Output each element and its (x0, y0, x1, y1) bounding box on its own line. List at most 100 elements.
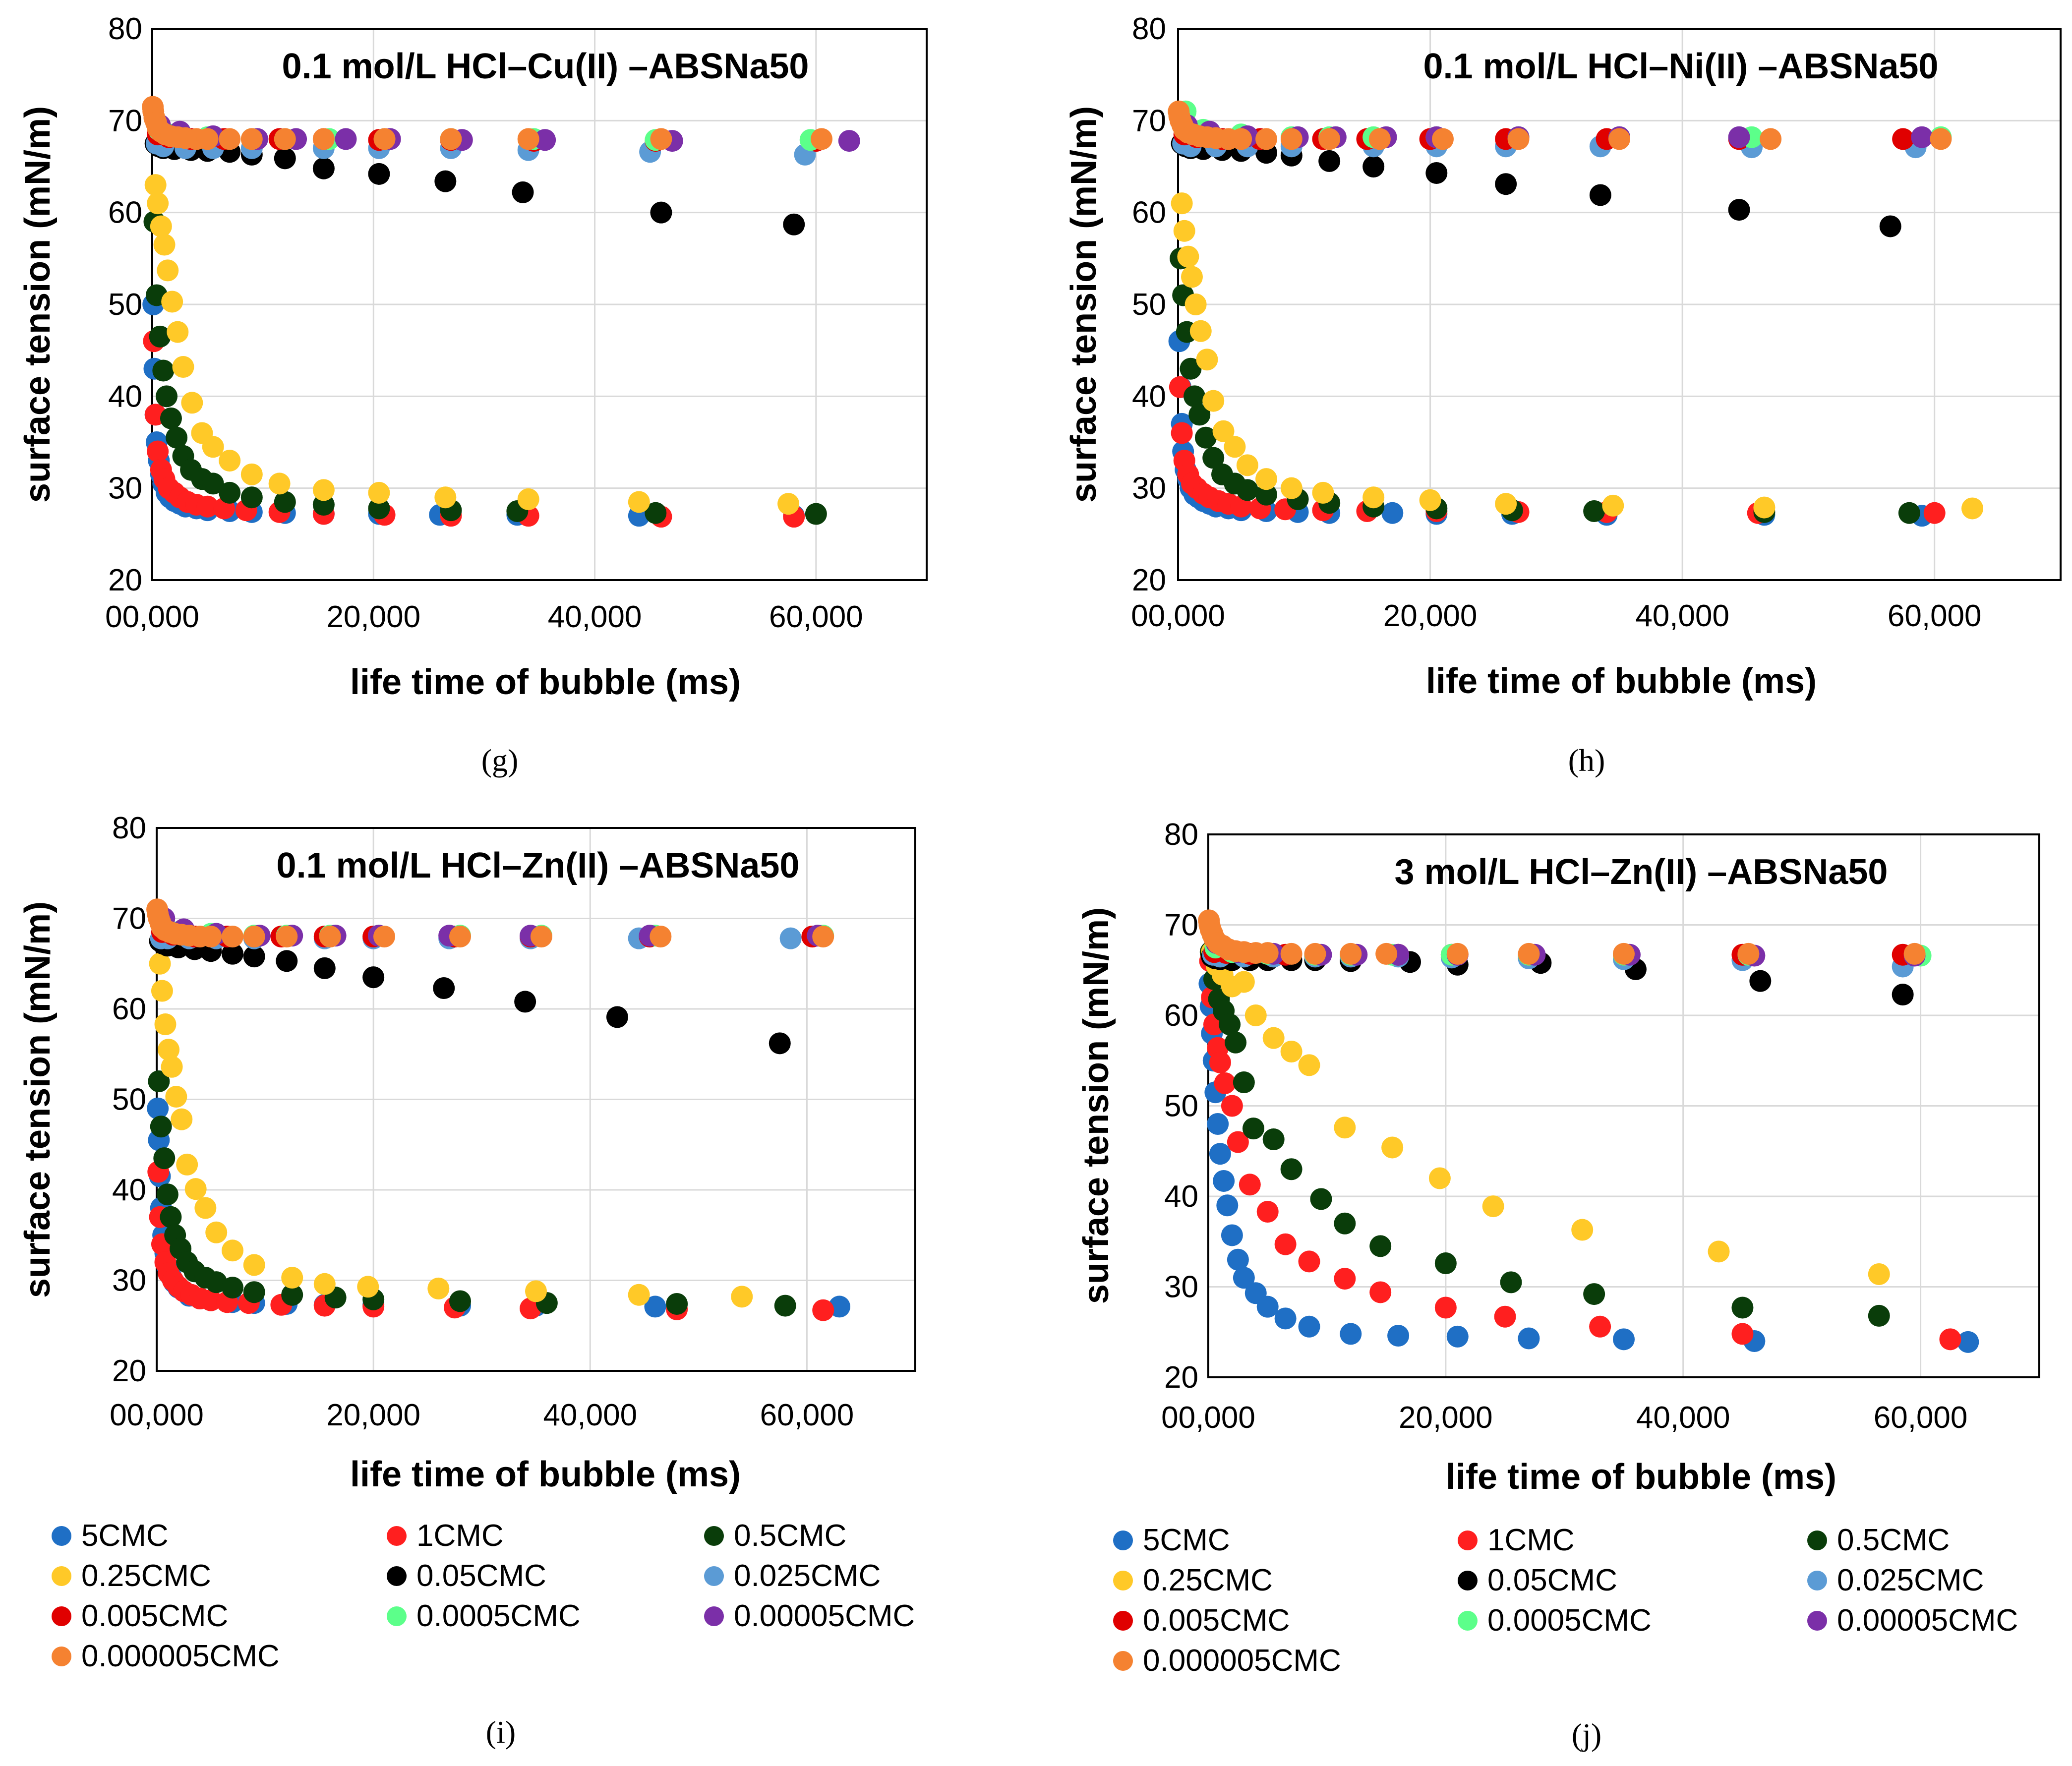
point-j-0-000005cmc (1518, 942, 1540, 965)
point-j-0-000005cmc (1737, 942, 1760, 965)
point-i-0-25cmc (165, 1086, 187, 1108)
legend-left-label-0-000005cmc: 0.000005CMC (81, 1639, 280, 1673)
point-j-5cmc (1213, 1170, 1235, 1192)
point-j-1cmc (1209, 1051, 1231, 1073)
plot-j-xtick-label: 60,000 (1874, 1401, 1968, 1435)
point-h-5cmc (1381, 502, 1404, 524)
point-g-0-000005cmc (811, 128, 833, 150)
point-g-0-5cmc (805, 503, 827, 525)
plot-j-points (1198, 909, 1979, 1353)
point-g-0-000005cmc (373, 128, 396, 150)
point-g-0-25cmc (172, 356, 194, 378)
legend-left-marker-0-00005cmc (704, 1606, 724, 1626)
plot-g-xtick-label: 40,000 (548, 600, 642, 634)
plot-g-xtick-label: 20,000 (326, 600, 420, 634)
point-g-0-05cmc (368, 163, 390, 185)
point-g-0-00005cmc (838, 130, 860, 152)
point-j-1cmc (1256, 1201, 1279, 1223)
point-h-0-25cmc (1181, 266, 1203, 288)
point-i-0-000005cmc (373, 926, 395, 947)
point-i-0-25cmc (357, 1276, 379, 1298)
point-j-0-25cmc (1244, 1004, 1267, 1026)
legend-right-marker-0-05cmc (1458, 1571, 1478, 1590)
point-j-5cmc (1227, 1248, 1249, 1271)
plot-i-ytick-label: 30 (112, 1264, 146, 1298)
point-g-1cmc (147, 440, 169, 463)
point-j-0-5cmc (1500, 1271, 1522, 1294)
point-g-0-25cmc (161, 291, 183, 313)
plot-h-ticks: 20 30 40 50 60 70 80 00,000 20,000 40,000 60,000 (1131, 12, 1981, 633)
point-j-1cmc (1369, 1281, 1392, 1303)
legend-right-label-0-000005cmc: 0.000005CMC (1143, 1644, 1341, 1678)
point-h-0-5cmc (1180, 357, 1202, 380)
point-g-0-000005cmc (517, 128, 539, 150)
legend-left-marker-0-025cmc (704, 1566, 724, 1586)
point-g-0-25cmc (181, 392, 203, 414)
legend-left-label-1cmc: 1CMC (416, 1519, 504, 1553)
plot-i-title: 0.1 mol/L HCl–Zn(II) –ABSNa50 (277, 846, 800, 885)
plot-g-ytick-label: 30 (108, 471, 142, 506)
point-i-0-5cmc (156, 1183, 178, 1206)
point-i-0-25cmc (176, 1153, 198, 1176)
plot-j-ytick-label: 70 (1164, 908, 1198, 942)
point-j-0-25cmc (1482, 1195, 1504, 1218)
point-h-0-05cmc (1879, 215, 1901, 237)
point-g-0-05cmc (650, 201, 672, 224)
point-i-0-25cmc (171, 1108, 193, 1130)
plot-i-panel-label: (i) (486, 1714, 516, 1750)
point-j-0-5cmc (1219, 1013, 1241, 1036)
point-j-0-25cmc (1381, 1136, 1404, 1159)
point-j-0-5cmc (1310, 1188, 1332, 1210)
plot-g-ytick-label: 70 (108, 104, 142, 138)
plot-g-xlabel: life time of bubble (ms) (350, 662, 741, 702)
point-g-0-25cmc (240, 463, 263, 485)
point-j-5cmc (1216, 1194, 1239, 1217)
legend-right-label-0-00005cmc: 0.00005CMC (1837, 1603, 2018, 1638)
point-h-0-000005cmc (1432, 128, 1454, 150)
point-j-1cmc (1221, 1095, 1243, 1117)
plot-j-xtick-label: 40,000 (1636, 1401, 1730, 1435)
point-g-1cmc (196, 495, 219, 518)
point-i-0-25cmc (222, 1239, 243, 1262)
plot-g-ytick-label: 40 (108, 379, 142, 413)
point-h-0-25cmc (1961, 497, 1983, 520)
point-h-0-25cmc (1419, 489, 1441, 511)
legend-left-marker-1cmc (387, 1526, 407, 1546)
point-i-0-25cmc (149, 952, 171, 975)
legend-right-marker-5cmc (1113, 1531, 1133, 1550)
legend-right-marker-0-00005cmc (1807, 1611, 1827, 1631)
legend-left-label-0-0005cmc: 0.0005CMC (416, 1599, 581, 1633)
point-g-0-5cmc (274, 491, 296, 513)
point-j-1cmc (1589, 1315, 1611, 1338)
legend-left-label-0-025cmc: 0.025CMC (734, 1559, 881, 1593)
point-i-0-000005cmc (812, 926, 834, 947)
point-i-0-25cmc (158, 1039, 180, 1061)
point-j-5cmc (1233, 1267, 1255, 1289)
legend-right-label-0-0005cmc: 0.0005CMC (1487, 1603, 1652, 1638)
point-i-0-025cmc (779, 927, 802, 949)
point-h-0-5cmc (1236, 479, 1258, 501)
panel-i: 20 30 40 50 60 70 80 00,000 20,000 40,000 60,000 0… (18, 811, 916, 1750)
plot-h-ytick-label: 20 (1132, 563, 1166, 597)
point-g-0-25cmc (144, 174, 167, 196)
point-h-0-25cmc (1495, 493, 1517, 515)
plot-i-ytick-label: 60 (112, 992, 146, 1026)
point-i-0-25cmc (427, 1277, 450, 1299)
point-j-1cmc (1494, 1305, 1516, 1328)
point-j-0-5cmc (1225, 1031, 1247, 1054)
plot-g-xtick-label: 60,000 (769, 600, 863, 634)
plot-j-ylabel: surface tension (mN/m) (1076, 907, 1116, 1304)
point-j-0-5cmc (1280, 1158, 1302, 1180)
legend-left-label-0-5cmc: 0.5CMC (734, 1519, 846, 1553)
point-j-0-5cmc (1233, 1071, 1255, 1094)
point-j-5cmc (1221, 1224, 1243, 1246)
point-i-1cmc (812, 1299, 834, 1321)
plot-h-points (1168, 100, 1983, 527)
point-j-0-000005cmc (1340, 942, 1362, 965)
legend-right-label-0-05cmc: 0.05CMC (1487, 1563, 1617, 1597)
plot-i-ytick-label: 50 (112, 1083, 146, 1117)
point-g-0-5cmc (202, 472, 224, 495)
point-h-0-05cmc (1728, 199, 1750, 221)
point-g-0-00005cmc (335, 128, 357, 150)
